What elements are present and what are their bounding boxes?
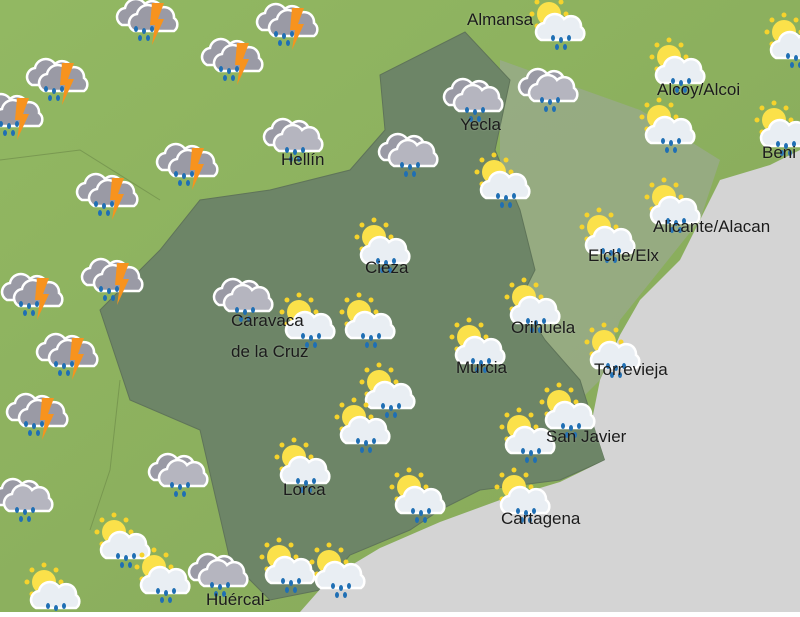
- city-label[interactable]: Alcoy/Alcoi: [657, 80, 740, 100]
- city-label[interactable]: Yecla: [460, 115, 501, 135]
- city-label[interactable]: Almansa: [467, 10, 533, 30]
- city-label[interactable]: San Javier: [546, 427, 626, 447]
- city-label[interactable]: Murcia: [456, 358, 507, 378]
- city-label[interactable]: Cieza: [365, 258, 408, 278]
- city-label[interactable]: Elche/Elx: [588, 246, 659, 266]
- city-label[interactable]: Hellín: [281, 150, 324, 170]
- city-label[interactable]: de la Cruz: [231, 342, 308, 362]
- city-label[interactable]: Alicante/Alacan: [653, 217, 770, 237]
- city-label[interactable]: Caravaca: [231, 311, 304, 331]
- city-label[interactable]: Lorca: [283, 480, 326, 500]
- city-label[interactable]: Cartagena: [501, 509, 580, 529]
- city-label[interactable]: Torrevieja: [594, 360, 668, 380]
- city-label[interactable]: Orihuela: [511, 318, 575, 338]
- city-label[interactable]: Huércal-: [206, 590, 270, 610]
- city-label[interactable]: Beni: [762, 143, 796, 163]
